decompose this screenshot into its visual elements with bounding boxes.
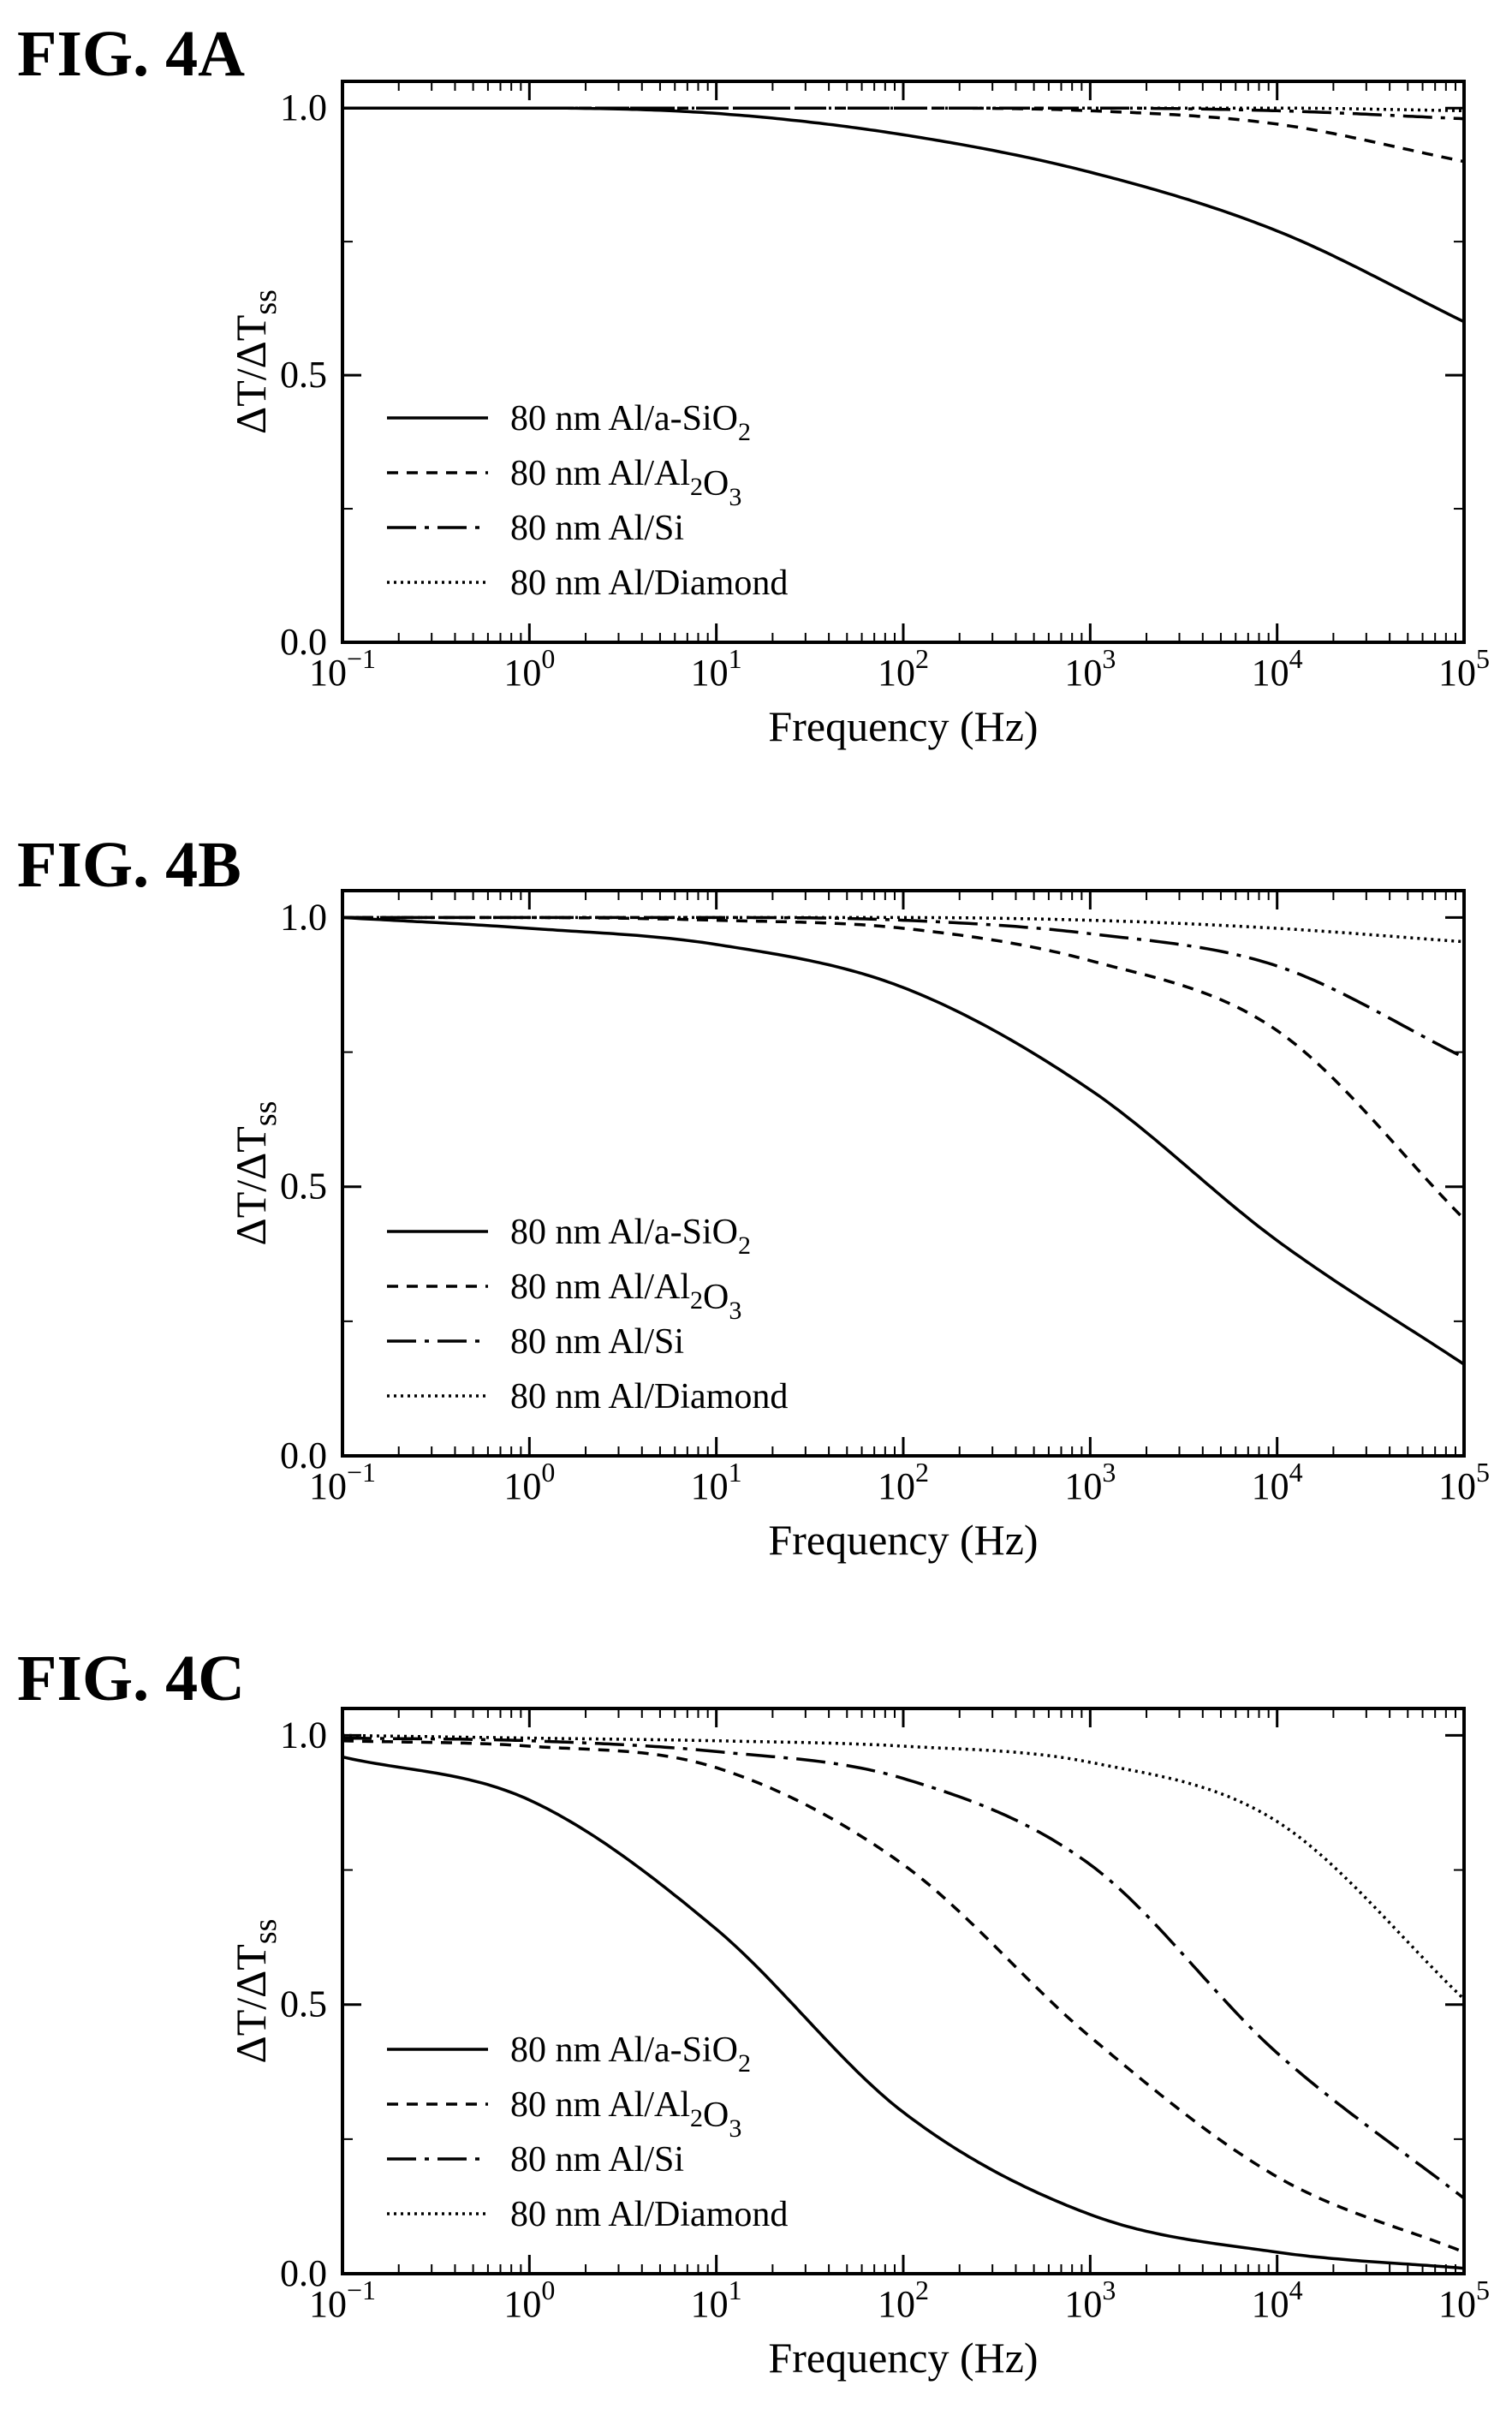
- x-tick-label: 101: [691, 2275, 742, 2325]
- figure-label: FIG. 4A: [17, 18, 245, 90]
- x-tick-label: 100: [503, 643, 555, 694]
- y-axis-ticks: [342, 1733, 1464, 2275]
- y-axis-title: ΔT/ΔTss: [227, 1101, 283, 1246]
- legend-label-3: 80 nm Al/Si: [510, 509, 684, 548]
- legend-label-3: 80 nm Al/Si: [510, 1322, 684, 1362]
- x-tick-label: 104: [1252, 2275, 1303, 2325]
- y-tick-label: 1.0: [280, 86, 327, 128]
- series-line-3: [342, 1736, 1466, 2200]
- legend-label-1: 80 nm Al/a-SiO2: [510, 399, 751, 446]
- y-axis-ticks: [342, 106, 1464, 644]
- y-tick-label: 0.0: [280, 1434, 327, 1476]
- legend-label-4: 80 nm Al/Diamond: [510, 2195, 788, 2234]
- x-tick-label: 100: [503, 1457, 555, 1507]
- x-axis-ticks: [341, 81, 1466, 642]
- x-tick-label: 102: [878, 643, 929, 694]
- figure-label: FIG. 4B: [17, 829, 241, 901]
- y-axis-ticks: [342, 915, 1464, 1458]
- x-tick-label: 101: [691, 643, 742, 694]
- x-tick-label: 101: [691, 1457, 742, 1507]
- x-axis-title: Frequency (Hz): [768, 702, 1038, 750]
- y-axis-title: ΔT/ΔTss: [227, 289, 283, 434]
- series-line-1: [342, 915, 1465, 1366]
- series-line-4: [342, 915, 1465, 944]
- series-line-2: [342, 915, 1466, 1220]
- x-axis-ticks: [341, 891, 1466, 1456]
- y-tick-label: 0.5: [280, 1166, 327, 1208]
- series-line-4: [342, 106, 1465, 113]
- x-tick-label: 105: [1438, 1457, 1490, 1507]
- legend-label-1: 80 nm Al/a-SiO2: [510, 1213, 751, 1260]
- y-tick-label: 1.0: [280, 896, 327, 938]
- series-line-4: [342, 1733, 1466, 2001]
- x-tick-label: 102: [878, 2275, 929, 2325]
- series-line-1: [342, 106, 1465, 324]
- x-tick-label: 104: [1252, 1457, 1303, 1507]
- y-tick-label: 0.0: [280, 621, 327, 663]
- x-tick-label: 103: [1064, 1457, 1116, 1507]
- y-tick-label: 0.5: [280, 1983, 327, 2025]
- series-line-3: [342, 915, 1465, 1059]
- x-tick-label: 100: [503, 2275, 555, 2325]
- x-tick-label: 105: [1438, 2275, 1490, 2325]
- x-tick-label: 103: [1064, 2275, 1116, 2325]
- legend-label-1: 80 nm Al/a-SiO2: [510, 2030, 751, 2078]
- x-tick-label: 105: [1438, 643, 1490, 694]
- y-tick-label: 0.0: [280, 2252, 327, 2294]
- y-tick-label: 1.0: [280, 1714, 327, 1756]
- series-line-2: [342, 1738, 1465, 2254]
- y-tick-label: 0.5: [280, 354, 327, 396]
- series-line-3: [342, 106, 1465, 121]
- x-axis-title: Frequency (Hz): [768, 1516, 1038, 1564]
- x-tick-label: 104: [1252, 643, 1303, 694]
- x-axis-ticks: [341, 1708, 1466, 2274]
- x-axis-title: Frequency (Hz): [768, 2334, 1038, 2382]
- legend-label-4: 80 nm Al/Diamond: [510, 1377, 788, 1416]
- series-line-1: [342, 1755, 1465, 2270]
- legend-label-4: 80 nm Al/Diamond: [510, 564, 788, 603]
- x-tick-label: 103: [1064, 643, 1116, 694]
- plot-frame: [341, 889, 1466, 1458]
- legend-label-3: 80 nm Al/Si: [510, 2140, 684, 2179]
- x-tick-label: 102: [878, 1457, 929, 1507]
- legend-label-2: 80 nm Al/Al2O3: [510, 2085, 741, 2143]
- legend-label-2: 80 nm Al/Al2O3: [510, 454, 741, 511]
- figure-label: FIG. 4C: [17, 1643, 245, 1714]
- legend-label-2: 80 nm Al/Al2O3: [510, 1267, 741, 1325]
- y-axis-title: ΔT/ΔTss: [227, 1919, 283, 2064]
- plot-frame: [341, 80, 1466, 644]
